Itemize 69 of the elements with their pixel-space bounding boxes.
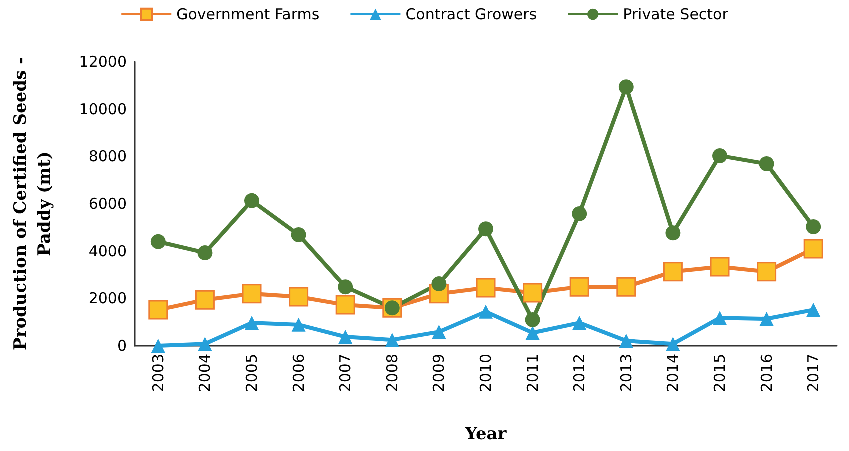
point [713, 311, 727, 326]
point [385, 333, 400, 348]
x-tick-label: 2011 [524, 354, 542, 392]
x-tick-label: 2015 [711, 354, 729, 392]
x-tick-label: 2016 [758, 354, 776, 392]
y-axis-title: Production of Certified Seeds - Paddy (mt) [11, 57, 55, 351]
x-tick-label: 2003 [149, 354, 168, 392]
x-tick-label: 2017 [804, 354, 823, 392]
point [336, 295, 356, 315]
x-tick-label: 2007 [336, 354, 355, 392]
legend-label: Government Farms [176, 6, 320, 24]
point [195, 290, 215, 310]
point [338, 280, 354, 295]
x-tick-label: 2010 [477, 354, 495, 392]
point [760, 312, 774, 326]
point [148, 300, 168, 320]
y-tick-label: 8000 [88, 148, 127, 166]
point [291, 228, 306, 242]
point [712, 148, 728, 164]
point [806, 303, 821, 318]
x-tick-label: 2013 [617, 354, 636, 392]
point [666, 226, 681, 241]
point [478, 222, 494, 237]
point [806, 219, 822, 234]
x-tick-label: 2006 [290, 354, 308, 392]
point [151, 339, 166, 353]
point [523, 283, 543, 303]
x-tick-label: 2008 [383, 354, 402, 392]
y-tick-label: 2000 [88, 290, 127, 308]
point [526, 326, 540, 340]
point [242, 284, 262, 304]
legend-label: Contract Growers [406, 6, 538, 24]
point [572, 206, 588, 222]
legend-label: Private Sector [623, 6, 730, 24]
point [476, 278, 496, 298]
point [759, 156, 774, 172]
point [479, 304, 493, 319]
point [150, 234, 166, 250]
point [244, 193, 260, 208]
point [663, 262, 683, 282]
y-tick-label: 6000 [88, 195, 127, 213]
point [289, 287, 309, 307]
point [710, 257, 730, 277]
point [525, 312, 540, 328]
point [619, 334, 634, 348]
point [432, 325, 446, 340]
point [432, 276, 447, 292]
point [245, 316, 259, 330]
point [757, 262, 777, 282]
y-tick-label: 10000 [79, 100, 127, 118]
point [666, 337, 680, 352]
point [198, 337, 212, 352]
x-tick-label: 2012 [570, 354, 589, 392]
y-tick-label: 0 [117, 337, 127, 355]
x-tick-label: 2004 [196, 354, 214, 392]
point [292, 318, 306, 332]
point [570, 277, 590, 297]
x-tick-label: 2014 [664, 354, 682, 392]
point [198, 245, 213, 260]
point [804, 239, 824, 259]
x-tick-label: 2009 [430, 354, 448, 392]
point [338, 330, 353, 344]
x-axis-title: Year [464, 424, 508, 444]
y-tick-label: 4000 [88, 242, 127, 260]
point [618, 80, 634, 95]
x-tick-label: 2005 [243, 354, 261, 392]
point [616, 277, 636, 297]
point [572, 316, 587, 330]
y-tick-label: 12000 [79, 53, 127, 71]
